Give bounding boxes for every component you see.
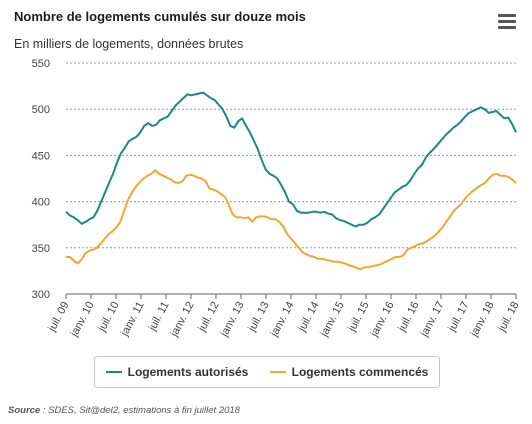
legend-swatch-autorises — [105, 371, 122, 373]
legend-swatch-commences — [269, 371, 286, 373]
chart-subtitle: En milliers de logements, données brutes — [14, 37, 244, 51]
x-tick-label: janv. 14 — [268, 300, 297, 340]
y-tick-label: 450 — [32, 150, 50, 162]
x-tick-label: janv. 15 — [318, 300, 347, 340]
source-label: Source — [8, 405, 41, 416]
hamburger-menu-icon[interactable] — [498, 14, 516, 30]
source-text: : SDES, Sit@del2, estimations à fin juil… — [40, 405, 240, 416]
legend-item-autorises[interactable]: Logements autorisés — [105, 365, 249, 379]
source-note: Source : SDES, Sit@del2, estimations à f… — [8, 405, 240, 416]
grid-lines — [66, 62, 516, 295]
y-tick-label: 300 — [32, 289, 50, 301]
chart-title: Nombre de logements cumulés sur douze mo… — [14, 9, 306, 24]
x-tick-label: janv. 10 — [68, 300, 97, 340]
y-tick-label: 550 — [32, 58, 50, 70]
x-tick-label: juil. 17 — [446, 300, 472, 335]
series-line-commences[interactable] — [66, 169, 517, 271]
x-tick-label: juil. 12 — [196, 300, 222, 335]
legend-label-commences: Logements commencés — [291, 365, 429, 379]
x-tick-label: juil. 11 — [146, 300, 172, 334]
series-lines — [65, 91, 517, 271]
x-tick-label: juil. 09 — [46, 300, 72, 335]
x-tick-label: juil. 13 — [246, 300, 272, 335]
x-tick-label: janv. 11 — [118, 300, 146, 339]
x-tick-label: janv. 18 — [468, 300, 497, 340]
legend-label-autorises: Logements autorisés — [127, 365, 249, 379]
x-tick-label: janv. 12 — [168, 300, 197, 340]
chart-legend: Logements autorisés Logements commencés — [94, 356, 440, 388]
x-tick-label: juil. 14 — [296, 300, 322, 335]
legend-item-commences[interactable]: Logements commencés — [269, 365, 429, 379]
x-tick-label: juil. 18 — [496, 300, 522, 335]
y-tick-label: 350 — [32, 243, 50, 255]
x-tick-label: juil. 15 — [346, 300, 372, 335]
x-tick-label: juil. 10 — [96, 300, 122, 335]
x-tick-label: janv. 17 — [418, 300, 447, 340]
x-tick-label: janv. 13 — [218, 300, 247, 340]
series-line-autorises[interactable] — [65, 91, 517, 228]
x-tick-label: janv. 16 — [368, 300, 397, 340]
y-tick-label: 500 — [32, 104, 50, 116]
x-tick-label: juil. 16 — [396, 300, 422, 335]
y-tick-label: 400 — [32, 197, 50, 209]
y-axis: 300 350 400 450 500 550 — [32, 58, 50, 301]
